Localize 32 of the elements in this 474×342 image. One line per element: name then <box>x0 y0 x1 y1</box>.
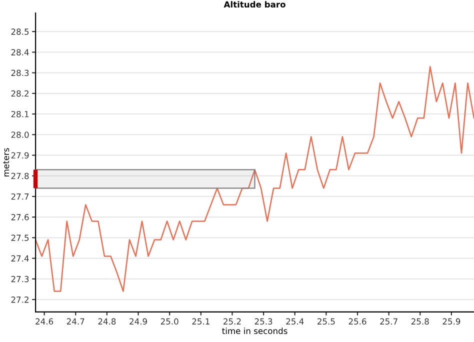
y-axis-title: meters <box>3 148 10 176</box>
y-tick-label: 28.0 <box>11 132 29 138</box>
x-axis-title: time in seconds <box>222 328 288 334</box>
y-tick-label: 28.5 <box>11 28 29 35</box>
x-tick-label: 25.6 <box>348 318 366 325</box>
line-series <box>36 66 474 292</box>
x-tick-label: 24.7 <box>66 318 84 324</box>
x-tick-label: 25.5 <box>318 318 335 325</box>
x-tick-label: 25.0 <box>160 318 178 325</box>
y-tick-label: 28.1 <box>11 110 29 118</box>
x-tick-label: 25.7 <box>380 318 398 325</box>
x-tick-label: 24.9 <box>130 318 147 325</box>
y-tick-label: 27.4 <box>11 255 29 262</box>
y-tick-label: 27.8 <box>11 172 29 180</box>
y-tick-label: 27.5 <box>11 234 29 241</box>
x-tick-label: 25.3 <box>254 318 272 325</box>
x-tick-label: 25.8 <box>411 318 429 325</box>
y-tick-label: 28.4 <box>11 49 29 56</box>
y-tick-label: 27.9 <box>11 152 29 159</box>
y-tick-label: 27.7 <box>11 193 29 200</box>
x-tick-label: 25.1 <box>192 318 210 325</box>
x-tick-label: 25.2 <box>224 318 241 325</box>
chart-title: Altitude baro <box>224 1 286 8</box>
x-tick-label: 25.9 <box>442 318 460 325</box>
x-tick-label: 24.6 <box>36 318 54 325</box>
y-tick-label: 27.2 <box>11 296 28 303</box>
x-tick-label: 24.8 <box>98 318 116 325</box>
y-tick-label: 27.6 <box>11 214 29 220</box>
x-tick-label: 25.4 <box>286 318 304 325</box>
y-tick-label: 28.3 <box>11 70 29 76</box>
y-tick-label: 28.2 <box>11 90 28 97</box>
y-tick-label: 27.3 <box>11 276 29 282</box>
